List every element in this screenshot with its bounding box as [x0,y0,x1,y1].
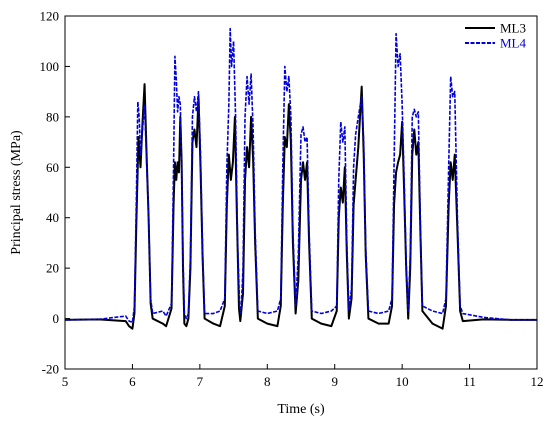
y-tick-label: 0 [53,311,60,326]
y-tick-label: -20 [42,362,59,377]
x-tick-label: 10 [396,374,409,389]
x-tick-label: 7 [197,374,204,389]
series-line-ml4 [64,27,537,324]
y-tick-label: 100 [40,59,60,74]
legend: ML3 ML4 [465,21,527,51]
legend-label-ml4: ML4 [500,36,527,51]
x-tick-label: 5 [62,374,69,389]
y-tick-label: 120 [40,9,60,24]
x-tick-label: 6 [129,374,136,389]
x-axis-title: Time (s) [277,402,325,417]
x-tick-label: 9 [331,374,338,389]
x-tick-label: 12 [531,374,544,389]
x-axis: 5 6 7 8 9 10 11 12 [62,364,544,389]
series-line-ml3 [64,83,537,330]
y-tick-label: 60 [46,160,59,175]
y-tick-label: 20 [46,261,59,276]
y-tick-label: 40 [46,210,59,225]
legend-label-ml3: ML3 [500,21,526,36]
y-tick-label: 80 [46,109,59,124]
plot-frame [64,15,538,370]
y-axis-title: Principal stress (MPa) [9,130,24,255]
x-tick-label: 11 [463,374,476,389]
series-layer [64,27,537,330]
x-tick-label: 8 [264,374,271,389]
y-axis: -20 0 20 40 60 80 100 120 [40,9,70,377]
